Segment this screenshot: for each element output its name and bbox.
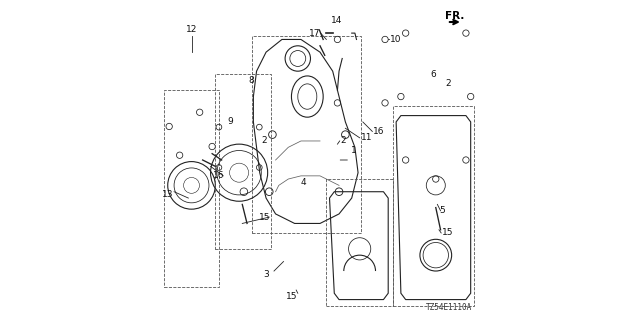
Text: 14: 14 bbox=[331, 16, 342, 25]
Bar bbox=[393, 106, 474, 306]
Text: 15: 15 bbox=[442, 228, 454, 237]
Text: 17: 17 bbox=[308, 28, 320, 38]
Text: 15: 15 bbox=[286, 292, 298, 301]
Bar bbox=[164, 90, 220, 287]
Text: 12: 12 bbox=[186, 25, 197, 35]
Text: 9: 9 bbox=[227, 117, 233, 126]
Text: 10: 10 bbox=[390, 35, 401, 44]
Text: 2: 2 bbox=[445, 79, 451, 88]
Bar bbox=[215, 74, 271, 249]
Text: 11: 11 bbox=[361, 133, 372, 142]
Text: 4: 4 bbox=[300, 178, 306, 187]
Text: 1: 1 bbox=[351, 146, 357, 155]
Text: 2: 2 bbox=[261, 136, 267, 146]
Text: TZ54E1110A: TZ54E1110A bbox=[426, 303, 472, 312]
Text: 8: 8 bbox=[248, 76, 254, 85]
Text: 16: 16 bbox=[212, 172, 224, 180]
Text: 3: 3 bbox=[264, 270, 269, 279]
Bar bbox=[252, 36, 361, 233]
Text: 16: 16 bbox=[373, 127, 385, 136]
Text: FR.: FR. bbox=[445, 11, 465, 21]
Bar bbox=[326, 179, 393, 306]
Text: 15: 15 bbox=[259, 212, 271, 222]
Text: 13: 13 bbox=[162, 190, 173, 199]
Text: 6: 6 bbox=[430, 70, 436, 79]
Text: 2: 2 bbox=[340, 136, 346, 146]
Text: 5: 5 bbox=[439, 206, 445, 215]
